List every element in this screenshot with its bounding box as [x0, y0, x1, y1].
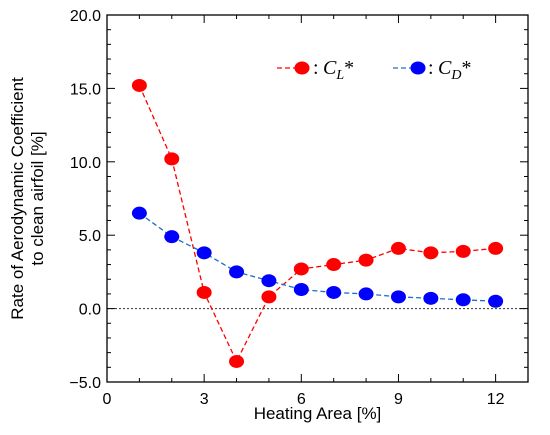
data-point [293, 283, 309, 297]
x-tick-label: 0 [103, 391, 112, 408]
series-cd [131, 206, 504, 308]
data-point [229, 354, 245, 368]
data-point [455, 293, 471, 307]
y-axis-title-line-2: to clean airfoil [%] [28, 131, 47, 265]
data-point [326, 285, 342, 299]
x-axis-title: Heating Area [%] [254, 404, 382, 423]
legend-marker [294, 61, 310, 75]
data-point [293, 262, 309, 276]
legend: : CL*: CD* [277, 57, 471, 83]
x-tick-label: 3 [200, 391, 209, 408]
legend-item: : CL* [277, 57, 354, 83]
data-point [261, 290, 277, 304]
legend-item: : CD* [393, 57, 471, 83]
y-axis-title-line-1: Rate of Aerodynamic Coefficient [8, 77, 27, 320]
data-point [455, 244, 471, 258]
data-point [131, 206, 147, 220]
series-layer [131, 78, 504, 368]
x-tick-label: 12 [487, 391, 505, 408]
data-point [423, 246, 439, 260]
legend-marker [410, 61, 426, 75]
data-point [488, 241, 504, 255]
y-tick-label: 0.0 [79, 302, 101, 319]
x-tick-label: 9 [394, 391, 403, 408]
data-point [164, 152, 180, 166]
data-point [229, 265, 245, 279]
plot-frame [106, 14, 529, 383]
data-point [196, 246, 212, 260]
tick-layer [106, 14, 529, 383]
legend-label: CL* [323, 57, 354, 83]
data-point [196, 285, 212, 299]
y-tick-label: −5.0 [69, 375, 101, 392]
y-tick-label: 10.0 [70, 155, 101, 172]
data-point [131, 78, 147, 92]
legend-colon: : [428, 57, 434, 79]
y-axis-title: Rate of Aerodynamic Coefficient to clean… [8, 77, 47, 320]
y-tick-label: 5.0 [79, 228, 101, 245]
data-point [358, 253, 374, 267]
y-tick-label: 15.0 [70, 81, 101, 98]
series-line [138, 85, 496, 363]
data-point [423, 291, 439, 305]
data-point [488, 294, 504, 308]
legend-label: CD* [438, 57, 471, 83]
data-point [390, 241, 406, 255]
data-point [390, 290, 406, 304]
series-line [139, 212, 496, 302]
series-cl [131, 78, 504, 368]
data-point [358, 287, 374, 301]
data-point [164, 230, 180, 244]
data-point [261, 274, 277, 288]
x-tick-label: 6 [297, 391, 306, 408]
tick-label-layer: 0 3 6 9 12 −5.0 0.0 5.0 10.0 15.0 20.0 [69, 8, 504, 408]
legend-colon: : [313, 57, 319, 79]
data-point [326, 258, 342, 272]
y-tick-label: 20.0 [70, 8, 101, 25]
